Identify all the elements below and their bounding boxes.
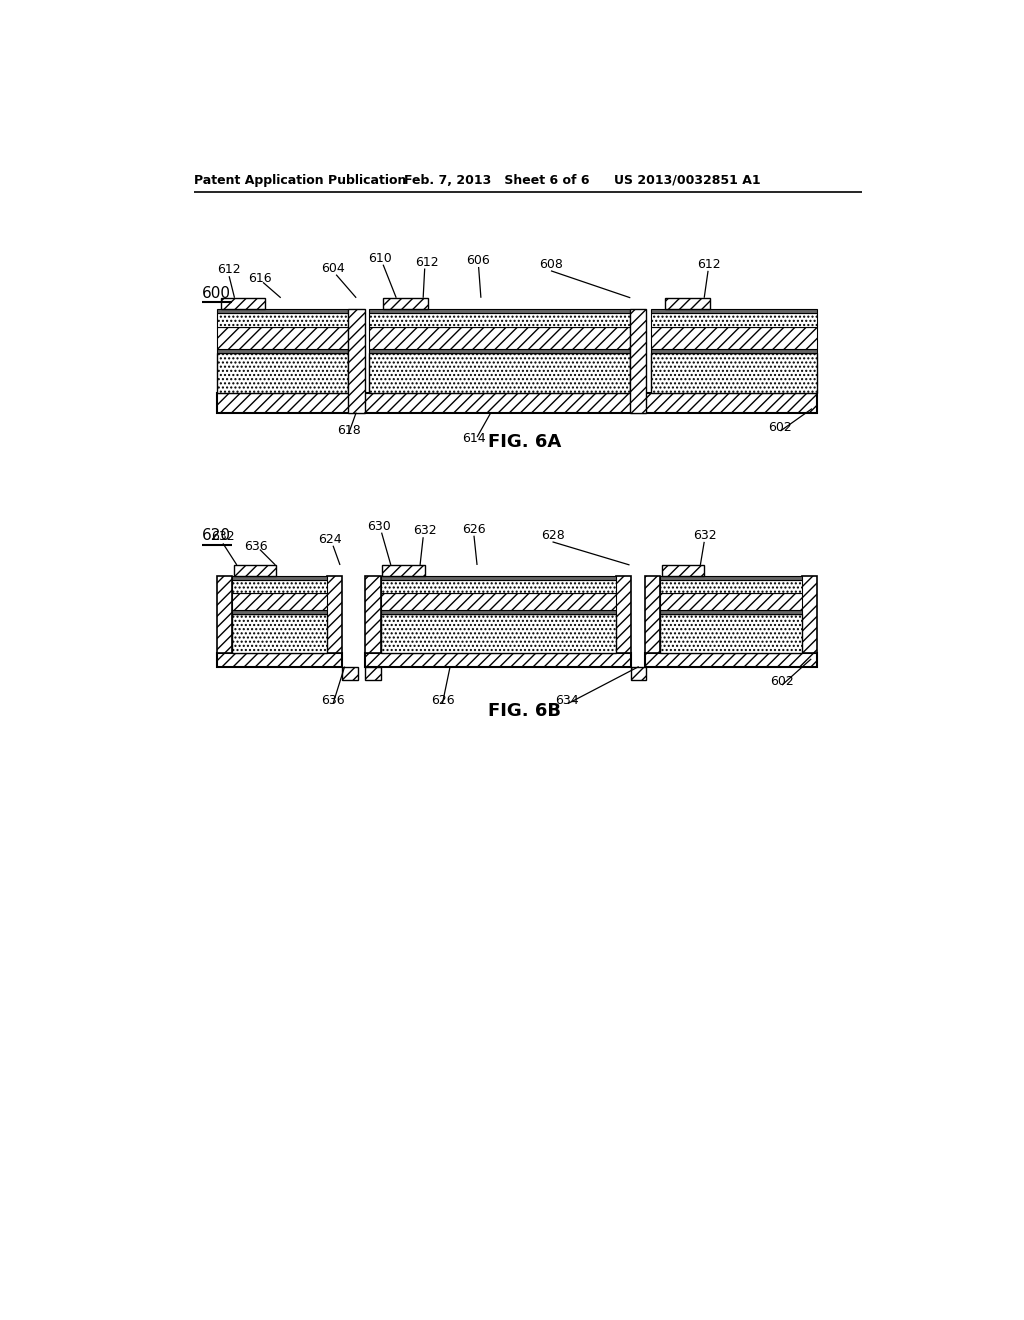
Text: 614: 614 [462,432,485,445]
Text: 612: 612 [697,257,721,271]
Bar [327,576,342,653]
Bar [382,565,425,576]
Text: 618: 618 [337,424,360,437]
Text: 604: 604 [322,261,345,275]
Bar [217,309,348,313]
Bar [651,309,817,313]
Bar [232,614,327,653]
Text: FIG. 6B: FIG. 6B [488,702,561,721]
Bar [381,610,615,614]
Text: 620: 620 [202,528,231,544]
Text: Feb. 7, 2013   Sheet 6 of 6: Feb. 7, 2013 Sheet 6 of 6 [403,174,590,187]
Bar [381,576,615,581]
Text: 612: 612 [217,263,241,276]
Bar [366,576,381,653]
Text: 610: 610 [368,252,391,264]
Text: 632: 632 [211,531,234,544]
Bar [651,327,817,348]
Bar [217,327,348,348]
Bar [232,593,327,610]
Text: 628: 628 [541,529,564,543]
Bar [383,298,428,309]
Bar [381,593,615,610]
Bar [217,393,817,412]
Text: 624: 624 [318,533,342,545]
Bar [660,581,802,593]
Bar [645,653,817,667]
Bar [802,576,817,653]
Bar [370,327,630,348]
Text: 634: 634 [556,693,580,706]
Text: Patent Application Publication: Patent Application Publication [194,174,407,187]
Bar [233,565,276,576]
Bar [645,576,660,653]
Bar [217,348,348,354]
Text: 602: 602 [768,421,792,434]
Bar [660,576,802,581]
Text: 626: 626 [462,523,485,536]
Text: 616: 616 [249,272,272,285]
Text: FIG. 6A: FIG. 6A [488,433,561,451]
Bar [370,354,630,393]
Bar [651,313,817,327]
Bar [232,581,327,593]
Bar [370,309,630,313]
Bar [348,309,365,412]
Text: 602: 602 [770,675,794,688]
Bar [217,653,342,667]
Text: 636: 636 [322,693,345,706]
Text: 632: 632 [692,529,716,543]
Bar [665,298,710,309]
Bar [631,667,646,681]
Text: 626: 626 [431,693,455,706]
Text: 636: 636 [245,540,268,553]
Bar [630,309,646,412]
Bar [366,667,381,681]
Bar [660,610,802,614]
Bar [217,576,232,653]
Bar [370,348,630,354]
Bar [615,576,631,653]
Text: 606: 606 [466,253,490,267]
Bar [651,354,817,393]
Text: 612: 612 [416,256,439,268]
Bar [342,667,357,681]
Text: 632: 632 [413,524,437,537]
Bar [660,593,802,610]
Bar [381,581,615,593]
Bar [370,313,630,327]
Bar [217,354,348,393]
Bar [232,610,327,614]
Bar [381,614,615,653]
Text: 630: 630 [367,520,391,533]
Bar [366,653,631,667]
Bar [651,348,817,354]
Text: 608: 608 [539,257,562,271]
Text: 600: 600 [202,286,231,301]
Bar [232,576,327,581]
Bar [220,298,265,309]
Bar [662,565,705,576]
Text: US 2013/0032851 A1: US 2013/0032851 A1 [614,174,761,187]
Bar [217,313,348,327]
Bar [660,614,802,653]
